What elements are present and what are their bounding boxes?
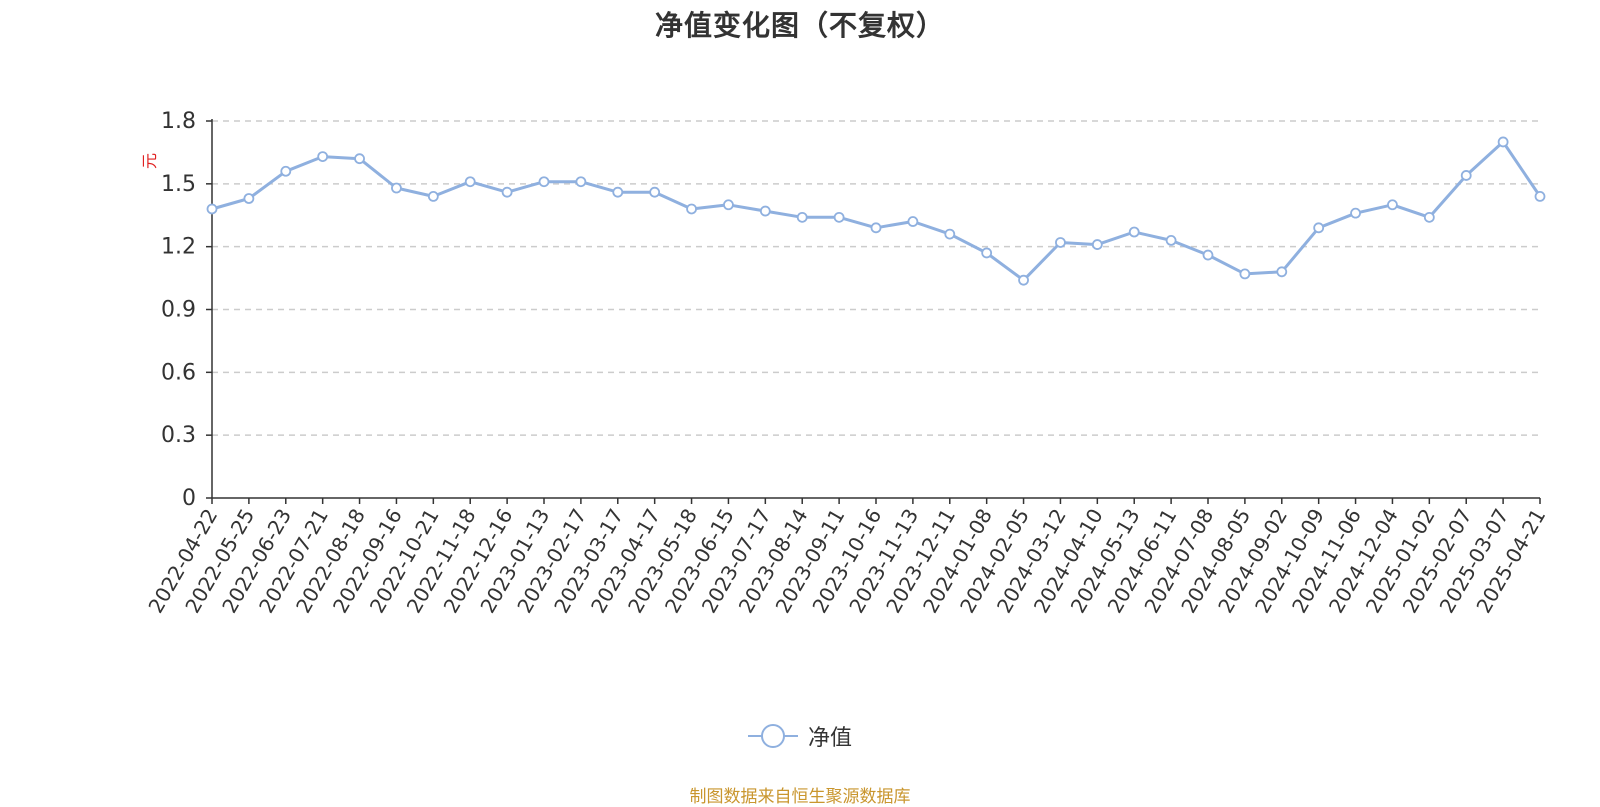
data-point xyxy=(317,151,329,163)
data-point xyxy=(1128,226,1140,238)
data-point xyxy=(575,176,587,188)
y-tick-label: 0.6 xyxy=(161,360,196,385)
data-point xyxy=(759,205,771,217)
chart-title: 净值变化图（不复权） xyxy=(654,9,945,42)
data-point xyxy=(649,186,661,198)
y-axis-label: 元 xyxy=(140,153,159,169)
data-point xyxy=(354,153,365,165)
data-point xyxy=(1239,268,1251,280)
data-point xyxy=(1091,239,1103,250)
y-axis-ticks: 0 0.3 0.6 0.9 1.2 1.5 1.8 xyxy=(161,109,212,511)
data-point xyxy=(796,211,808,223)
series-line xyxy=(210,140,1542,282)
y-tick-label: 0 xyxy=(182,486,196,511)
data-point xyxy=(1460,170,1472,181)
data-point xyxy=(1387,199,1398,211)
data-point xyxy=(206,203,218,215)
data-point xyxy=(1276,266,1288,278)
data-point xyxy=(391,182,402,194)
data-point xyxy=(723,199,734,211)
x-axis-ticks: 2022-04-222022-05-252022-06-232022-07-21… xyxy=(143,498,1550,617)
data-point xyxy=(427,190,439,202)
legend[interactable]: 净值 xyxy=(0,720,1600,752)
data-point xyxy=(538,176,550,188)
data-point xyxy=(1497,136,1509,148)
data-point xyxy=(686,203,697,215)
data-point xyxy=(1350,207,1361,219)
y-tick-label: 0.9 xyxy=(161,298,196,323)
source-note: 制图数据来自恒生聚源数据库 xyxy=(689,787,911,807)
y-tick-label: 0.3 xyxy=(161,423,196,448)
data-point xyxy=(1534,190,1546,202)
data-point xyxy=(907,216,919,227)
legend-label: 净值 xyxy=(807,726,852,751)
y-tick-label: 1.8 xyxy=(161,109,196,134)
y-tick-label: 1.5 xyxy=(161,172,196,197)
data-point xyxy=(1055,237,1066,248)
data-point xyxy=(1018,274,1029,286)
data-point xyxy=(280,165,292,177)
data-point xyxy=(1165,234,1177,246)
y-tick-label: 1.2 xyxy=(161,235,196,260)
data-point xyxy=(981,247,993,259)
axes xyxy=(211,119,1540,499)
series-group xyxy=(206,136,1546,286)
legend-marker-icon xyxy=(747,721,798,751)
data-point xyxy=(944,228,956,240)
data-point xyxy=(833,211,845,223)
data-point xyxy=(870,222,882,234)
data-point xyxy=(464,176,476,188)
data-point xyxy=(501,186,513,198)
grid-lines xyxy=(212,120,1540,436)
data-point xyxy=(1423,211,1435,223)
data-point xyxy=(243,193,255,204)
data-point xyxy=(1313,222,1325,234)
data-point xyxy=(612,186,624,198)
data-point xyxy=(1202,249,1214,261)
